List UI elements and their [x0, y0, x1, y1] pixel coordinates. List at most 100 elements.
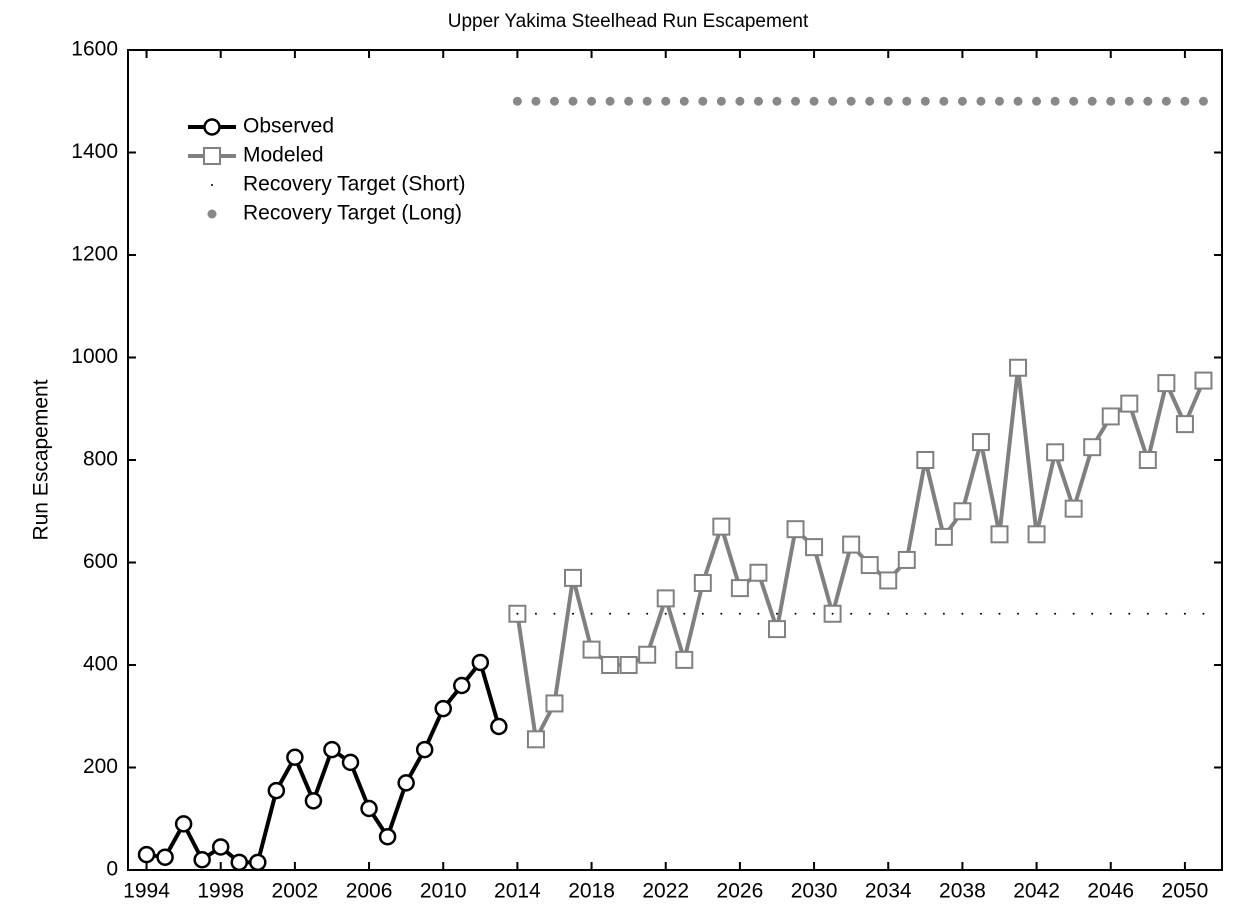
data-point [902, 96, 912, 106]
data-point [976, 96, 986, 106]
data-point [664, 612, 667, 615]
data-point [323, 740, 341, 759]
data-point [953, 502, 972, 521]
data-point [1091, 612, 1094, 615]
data-point [249, 853, 267, 872]
data-point [619, 656, 638, 674]
data-point [553, 612, 556, 615]
data-point [738, 612, 741, 615]
data-point [1146, 612, 1149, 615]
data-point [286, 748, 304, 766]
y-tick-label: 1000 [71, 345, 118, 368]
data-point [531, 96, 541, 106]
data-point [193, 851, 211, 869]
data-point [1046, 443, 1065, 462]
data-point [679, 96, 689, 106]
y-tick-label: 600 [83, 550, 118, 573]
data-point [564, 568, 583, 587]
data-point [883, 96, 893, 106]
x-tick-label: 2034 [865, 880, 912, 903]
y-tick-label: 1400 [71, 140, 118, 163]
data-point [360, 799, 378, 818]
data-point [698, 96, 708, 106]
data-point [378, 827, 397, 846]
data-point [805, 538, 824, 557]
legend-marker [203, 118, 221, 136]
data-point [1194, 371, 1213, 390]
data-point [712, 517, 731, 536]
x-tick-label: 2050 [1162, 880, 1209, 903]
data-point [1175, 415, 1194, 434]
data-point [587, 96, 597, 106]
legend-label: Recovery Target (Long) [243, 202, 462, 225]
data-point [1180, 96, 1190, 106]
chart-title: Upper Yakima Steelhead Run Escapement [448, 11, 809, 32]
data-point [897, 550, 916, 569]
data-point [627, 612, 630, 615]
legend-label: Recovery Target (Short) [243, 173, 466, 196]
data-point [831, 612, 834, 615]
x-tick-label: 2006 [346, 880, 393, 903]
data-point [267, 781, 286, 800]
series-line [146, 660, 501, 865]
data-point [605, 96, 615, 106]
y-tick-label: 1200 [71, 243, 118, 266]
data-point [994, 96, 1004, 106]
y-tick-label: 1600 [71, 38, 118, 61]
x-tick-label: 2042 [1013, 880, 1060, 903]
data-point [590, 612, 593, 615]
data-point [693, 574, 712, 592]
data-point [675, 650, 694, 669]
data-point [1198, 96, 1208, 106]
data-point [749, 563, 768, 582]
x-tick-label: 2022 [642, 880, 689, 903]
data-point [701, 612, 704, 615]
data-point [786, 520, 805, 539]
x-tick-label: 1994 [123, 880, 170, 903]
data-point [828, 96, 838, 106]
data-point [998, 612, 1001, 615]
data-point [568, 96, 578, 106]
data-point [753, 96, 763, 106]
data-point [716, 96, 726, 106]
legend-label: Observed [243, 115, 334, 138]
data-point [1027, 525, 1046, 544]
data-point [772, 96, 782, 106]
data-point [791, 96, 801, 106]
data-point [846, 96, 856, 106]
data-point [887, 612, 890, 615]
data-point [868, 612, 871, 615]
data-point [865, 96, 875, 106]
x-tick-label: 2018 [568, 880, 615, 903]
data-point [990, 525, 1009, 544]
data-point [646, 612, 649, 615]
data-point [1050, 96, 1060, 106]
data-point [512, 96, 522, 106]
data-point [1069, 96, 1079, 106]
legend-marker [211, 184, 213, 186]
data-point [534, 612, 537, 615]
data-point [735, 96, 745, 106]
data-point [549, 96, 559, 106]
x-tick-label: 2010 [420, 880, 467, 903]
data-point [174, 815, 193, 833]
data-point [609, 612, 612, 615]
data-point [767, 620, 786, 639]
data-point [1106, 96, 1116, 106]
data-point [879, 571, 898, 590]
x-tick-label: 1998 [197, 880, 244, 903]
x-tick-label: 2038 [939, 880, 986, 903]
y-axis-label: Run Escapement [30, 379, 53, 540]
legend-marker [203, 147, 221, 165]
data-point [905, 612, 908, 615]
data-point [434, 699, 452, 718]
data-point [1157, 374, 1176, 393]
data-point [1202, 612, 1205, 615]
data-point [961, 612, 964, 615]
data-point [304, 792, 323, 810]
data-point [1072, 612, 1075, 615]
data-point [1083, 438, 1102, 457]
x-tick-label: 2014 [494, 880, 541, 903]
data-point [924, 612, 927, 615]
